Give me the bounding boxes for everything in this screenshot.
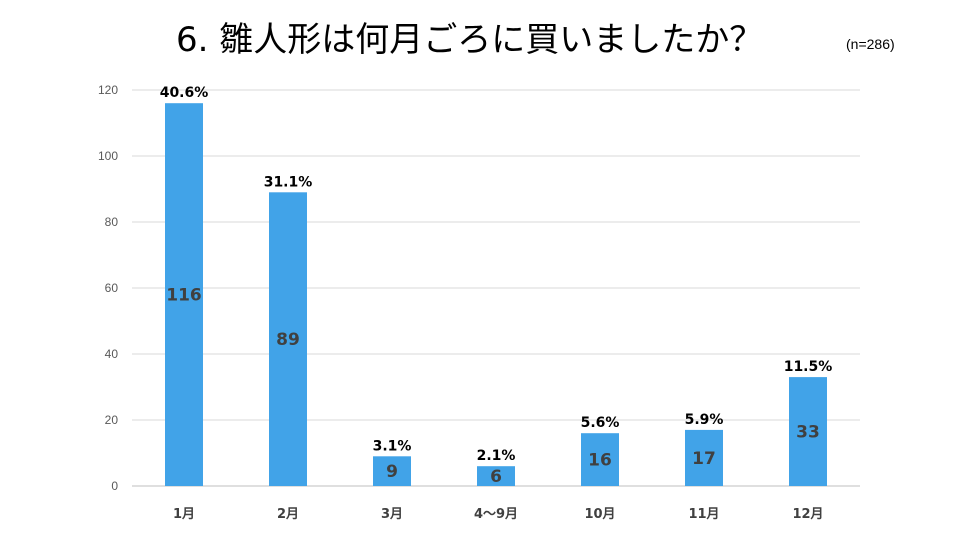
y-tick-label: 20 — [105, 413, 119, 427]
gridlines — [132, 89, 860, 487]
category-label: 2月 — [277, 507, 299, 522]
sample-size: (n=286) — [846, 36, 895, 52]
bar — [789, 377, 827, 486]
category-label: 1月 — [173, 507, 195, 522]
bar — [165, 103, 203, 486]
value-label: 89 — [276, 330, 300, 350]
percent-label: 2.1% — [477, 448, 516, 464]
bar — [373, 456, 411, 486]
percent-label: 11.5% — [784, 359, 833, 375]
y-tick-label: 40 — [105, 347, 119, 361]
category-label: 3月 — [381, 507, 403, 522]
value-label: 9 — [386, 462, 398, 482]
value-label: 6 — [490, 467, 502, 487]
bars: 40.6% 116 31.1% 89 3.1% 9 2.1% 6 5.6% 16 5.9% 17 11.… — [160, 85, 833, 487]
y-tick-label: 100 — [98, 149, 118, 163]
percent-label: 40.6% — [160, 85, 209, 101]
bar — [477, 466, 515, 486]
percent-label: 3.1% — [373, 438, 412, 454]
category-label: 12月 — [792, 507, 823, 522]
percent-label: 31.1% — [264, 174, 313, 190]
y-axis-ticks: 0 20 40 60 80 100 120 — [98, 83, 118, 493]
bar — [269, 192, 307, 487]
bar — [581, 433, 619, 486]
percent-label: 5.9% — [685, 412, 724, 428]
percent-label: 5.6% — [581, 415, 620, 431]
y-tick-label: 0 — [111, 479, 118, 493]
y-tick-label: 120 — [98, 83, 118, 97]
y-tick-label: 60 — [105, 281, 119, 295]
chart-title: 6. 雛人形は何月ごろに買いましたか？ — [176, 20, 764, 60]
category-label: 11月 — [688, 507, 719, 522]
y-tick-label: 80 — [105, 215, 119, 229]
value-label: 33 — [796, 423, 820, 443]
category-label: 10月 — [584, 507, 615, 522]
value-label: 16 — [588, 451, 612, 471]
category-label: 4〜9月 — [474, 507, 518, 522]
bar — [685, 429, 723, 486]
value-label: 17 — [692, 449, 716, 469]
value-label: 116 — [166, 286, 202, 306]
x-axis-categories: 1月 2月 3月 4〜9月 10月 11月 12月 — [173, 507, 824, 522]
